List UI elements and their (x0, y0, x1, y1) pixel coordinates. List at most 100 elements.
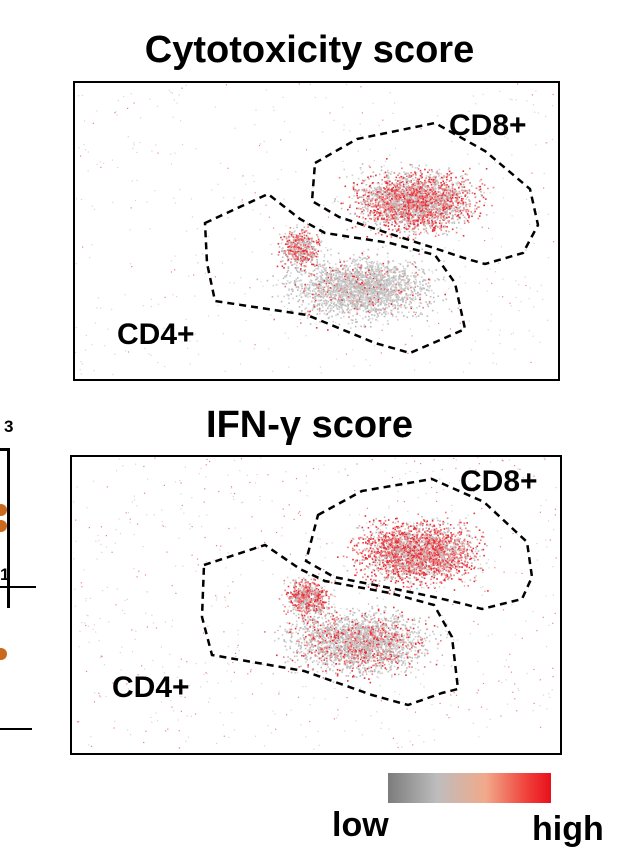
scatter-point (366, 195, 369, 198)
scatter-point (362, 304, 364, 307)
scatter-point (371, 264, 373, 267)
scatter-point (394, 208, 397, 211)
scatter-point (317, 276, 319, 279)
scatter-point (419, 286, 422, 288)
scatter-point (319, 312, 321, 315)
scatter-point (380, 281, 383, 284)
scatter-point (397, 215, 399, 217)
scatter-point (415, 174, 417, 176)
scatter-point (388, 189, 391, 191)
scatter-point (94, 322, 97, 324)
scatter-point (363, 201, 366, 203)
scatter-point (376, 228, 379, 231)
scatter-point (364, 206, 366, 208)
scatter-point (333, 284, 336, 287)
scatter-point (363, 288, 366, 291)
scatter-point (340, 294, 343, 296)
scatter-point (422, 218, 424, 221)
scatter-point (189, 363, 191, 365)
scatter-point (459, 192, 461, 195)
scatter-point (412, 255, 414, 257)
scatter-point (384, 219, 387, 221)
scatter-point (395, 201, 397, 203)
scatter-point (379, 287, 381, 289)
scatter-point (458, 221, 460, 224)
scatter-point (309, 323, 312, 325)
scatter-point (195, 148, 197, 150)
scatter-point (75, 263, 77, 265)
scatter-point (385, 306, 387, 309)
scatter-point (366, 280, 369, 283)
scatter-point (358, 293, 360, 296)
scatter-point (418, 192, 420, 195)
scatter-point (435, 199, 437, 202)
scatter-point (455, 210, 457, 213)
scatter-point (409, 199, 411, 202)
scatter-point (424, 195, 427, 197)
scatter-point (390, 269, 393, 271)
scatter-point (391, 194, 393, 197)
scatter-point (453, 207, 455, 210)
scatter-point (433, 194, 436, 197)
scatter-point (319, 263, 321, 266)
scatter-point (371, 268, 374, 270)
scatter-point (429, 195, 432, 198)
scatter-point (507, 137, 509, 140)
scatter-point (377, 204, 380, 206)
scatter-point (440, 229, 443, 231)
scatter-point (456, 195, 459, 198)
scatter-point (347, 288, 349, 291)
scatter-point (423, 224, 425, 226)
scatter-point (358, 272, 361, 275)
scatter-point (335, 263, 337, 265)
scatter-point (365, 196, 368, 199)
scatter-point (323, 256, 326, 258)
scatter-point (355, 284, 358, 286)
scatter-point (352, 292, 354, 294)
scatter-point (336, 308, 339, 310)
scatter-point (284, 332, 286, 334)
scatter-point (325, 247, 327, 249)
scatter-point (440, 224, 443, 227)
scatter-point (422, 201, 425, 203)
scatter-point (468, 192, 471, 195)
scatter-point (345, 353, 347, 355)
scatter-point (345, 280, 348, 282)
scatter-point (315, 287, 318, 290)
scatter-point (454, 194, 457, 196)
scatter-point (422, 221, 424, 223)
scatter-point (78, 147, 80, 149)
scatter-point (188, 275, 190, 277)
scatter-point (509, 98, 511, 100)
scatter-point (367, 202, 370, 204)
scatter-point (410, 186, 412, 188)
scatter-point (418, 305, 421, 307)
scatter-point (387, 288, 389, 291)
scatter-point (305, 285, 307, 288)
scatter-point (380, 275, 382, 278)
scatter-point (83, 143, 85, 146)
scatter-point (454, 191, 456, 193)
scatter-point (410, 298, 412, 300)
scatter-point (272, 106, 274, 108)
scatter-point (337, 284, 339, 287)
scatter-point (185, 318, 187, 320)
scatter-point (323, 260, 325, 262)
scatter-point (363, 276, 365, 278)
scatter-point (382, 206, 385, 209)
scatter-point (458, 185, 460, 188)
scatter-point (458, 187, 460, 189)
scatter-point (383, 279, 386, 282)
scatter-point (348, 196, 351, 198)
scatter-point (389, 173, 392, 175)
scatter-point (392, 112, 394, 114)
scatter-point (447, 200, 449, 202)
scatter-point (390, 280, 393, 283)
scatter-point (525, 249, 527, 251)
scatter-point (346, 287, 348, 290)
scatter-point (287, 266, 290, 268)
scatter-point (502, 278, 504, 280)
scatter-point (494, 271, 496, 273)
scatter-point (411, 201, 414, 204)
scatter-point (369, 214, 372, 216)
